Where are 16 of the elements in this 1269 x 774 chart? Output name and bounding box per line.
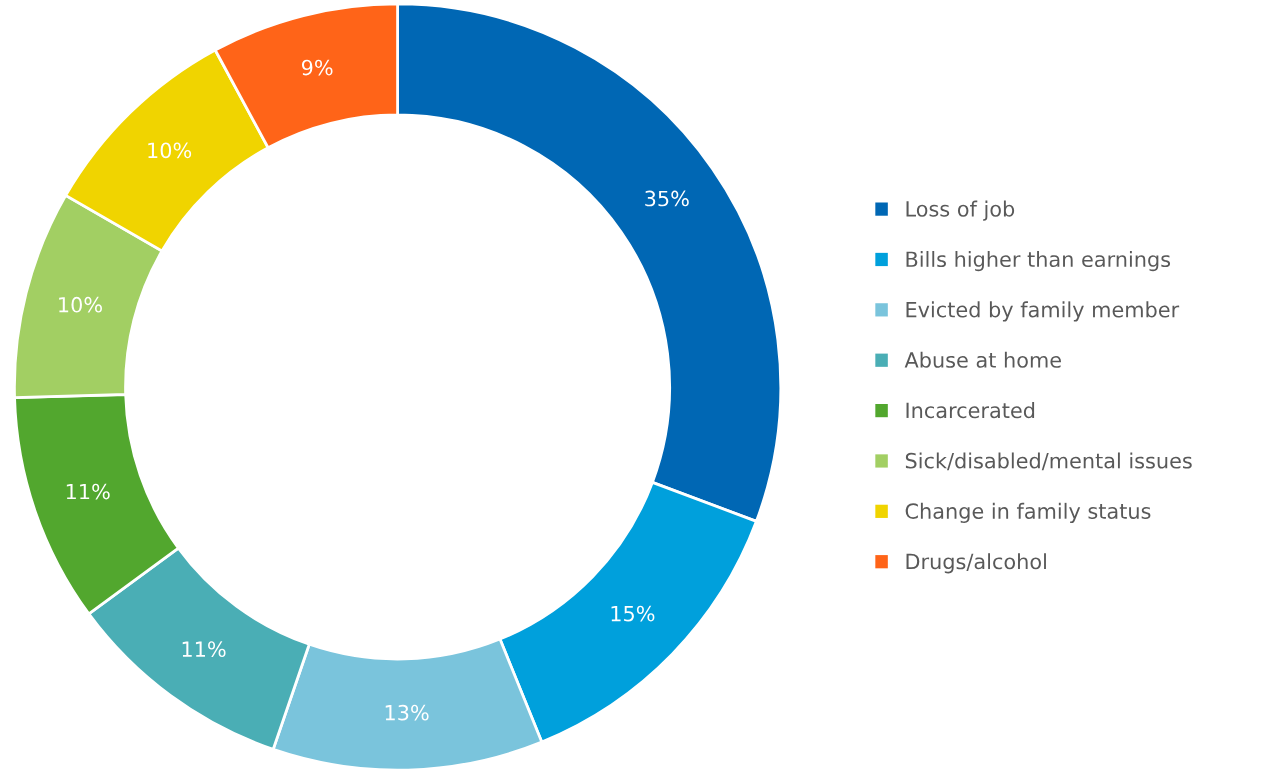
legend-label: Sick/disabled/mental issues	[905, 452, 1192, 471]
legend-label: Change in family status	[905, 502, 1151, 524]
data-label: 35%	[645, 190, 689, 207]
data-label: 11%	[182, 641, 226, 658]
data-label: 13%	[385, 704, 429, 721]
data-label: 9%	[301, 59, 333, 76]
legend-label: Incarcerated	[906, 402, 1035, 419]
legend-label: Bills higher than earnings	[906, 250, 1171, 272]
legend-label: Abuse at home	[904, 351, 1061, 368]
data-label: 10%	[148, 142, 192, 159]
legend-label: Drugs/alcohol	[906, 553, 1046, 574]
legend-label: Loss of job	[906, 200, 1015, 221]
data-label: 10%	[59, 296, 102, 313]
data-label: 11%	[66, 483, 110, 500]
data-label: 15%	[611, 605, 655, 622]
legend-label: Evicted by family member	[906, 301, 1180, 322]
